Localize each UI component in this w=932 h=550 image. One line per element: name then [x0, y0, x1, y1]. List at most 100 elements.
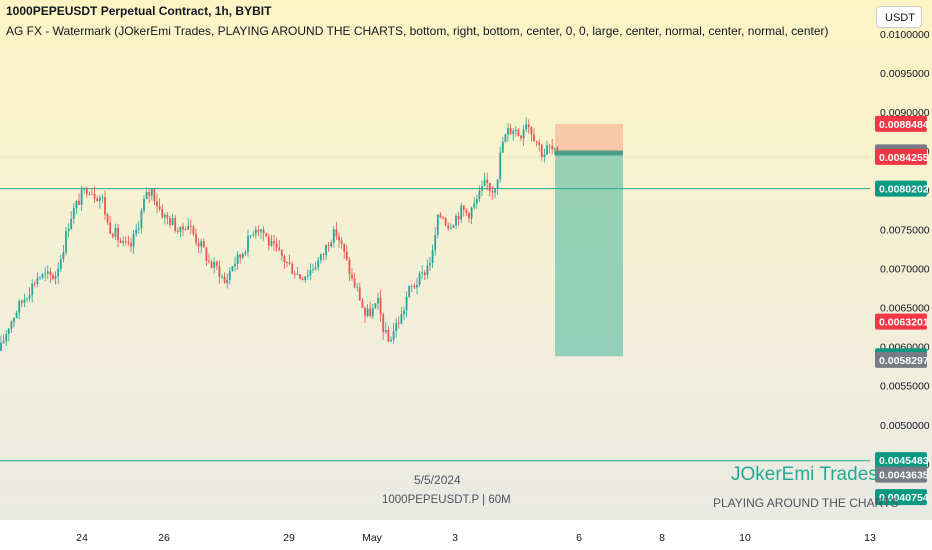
take-profit-zone[interactable]: [555, 152, 623, 357]
candle-body: [148, 192, 151, 196]
candle-body: [382, 314, 385, 333]
candle-body: [111, 233, 114, 237]
candle-body: [392, 330, 395, 340]
candle-body: [405, 296, 408, 311]
price-label-badge: [875, 313, 927, 330]
candle-body: [127, 242, 130, 244]
stop-loss-zone[interactable]: [555, 123, 623, 153]
candle-body: [218, 265, 221, 277]
candle-body: [249, 235, 252, 237]
candle-body: [104, 197, 106, 215]
price-label-badge: [875, 466, 927, 483]
x-tick-label: 13: [864, 532, 876, 544]
candle-body: [286, 262, 288, 263]
candle-body: [304, 276, 307, 280]
candle-body: [54, 276, 57, 280]
candle-body: [124, 241, 127, 243]
candle-body: [330, 242, 333, 247]
indicator-legend[interactable]: AG FX - Watermark (JOkerEmi Trades, PLAY…: [6, 24, 829, 38]
x-tick-label: 29: [283, 532, 295, 544]
candle-body: [62, 252, 65, 260]
candle-body: [67, 229, 70, 232]
candle-body: [410, 286, 413, 287]
x-tick-label: 6: [576, 532, 582, 544]
candle-body: [418, 273, 421, 285]
candle-body: [540, 144, 543, 157]
candle-body: [221, 276, 223, 278]
candle-body: [52, 275, 54, 280]
candle-body: [260, 229, 262, 232]
x-tick-label: 26: [158, 532, 170, 544]
candle-body: [70, 218, 73, 230]
candle-body: [213, 261, 216, 268]
price-label-badge: [875, 148, 927, 165]
time-axis[interactable]: [0, 520, 932, 550]
candle-body: [366, 308, 369, 316]
candle-body: [7, 328, 10, 334]
price-label-text: 0.0080202: [879, 184, 929, 196]
candle-body: [109, 222, 112, 234]
candle-body: [556, 148, 559, 150]
candle-body: [535, 141, 538, 143]
candle-body: [517, 129, 520, 136]
candle-body: [158, 206, 161, 209]
y-tick-label: 0.0065000: [880, 303, 930, 315]
candle-body: [514, 129, 517, 132]
candle-body: [530, 127, 533, 135]
candle-body: [447, 225, 450, 229]
candle-body: [135, 229, 138, 234]
candle-body: [306, 275, 309, 277]
candle-body: [322, 254, 325, 255]
candle-body: [41, 273, 44, 278]
candle-body: [252, 234, 255, 236]
candle-body: [470, 207, 473, 219]
candle-body: [150, 189, 153, 196]
currency-selector[interactable]: USDT: [876, 6, 922, 28]
candle-body: [327, 245, 330, 247]
candle-body: [374, 303, 377, 309]
candle-body: [171, 218, 174, 226]
candle-body: [46, 271, 49, 274]
candle-body: [408, 286, 411, 297]
entry-band[interactable]: [555, 150, 623, 156]
candle-body: [176, 231, 179, 232]
candle-body: [421, 272, 424, 274]
candle-body: [488, 182, 491, 191]
candle-body: [280, 249, 283, 257]
candle-body: [462, 205, 465, 210]
candle-body: [483, 179, 486, 187]
candle-body: [208, 260, 210, 262]
candle-body: [72, 208, 75, 219]
candle-body: [449, 227, 452, 229]
candle-body: [340, 240, 343, 244]
candle-body: [202, 241, 205, 248]
candle-body: [228, 270, 231, 280]
candle-body: [122, 241, 125, 243]
candle-body: [98, 197, 101, 202]
candle-body: [335, 229, 338, 237]
candle-body: [247, 235, 249, 253]
candle-body: [244, 252, 247, 254]
candle-body: [223, 276, 226, 284]
price-label-badge: [875, 351, 927, 368]
candle-body: [10, 321, 13, 329]
candle-body: [390, 339, 392, 342]
candle-body: [512, 131, 515, 135]
candle-body: [65, 231, 67, 253]
candle-body: [397, 323, 400, 324]
candle-body: [197, 242, 200, 247]
candle-body: [423, 272, 426, 276]
watermark-tagline: PLAYING AROUND THE CHARTS: [713, 496, 899, 510]
y-tick-label: 0.0075000: [880, 224, 930, 236]
candle-body: [18, 300, 21, 313]
candle-body: [481, 186, 483, 191]
candle-body: [491, 190, 494, 193]
candle-body: [106, 214, 109, 223]
candle-body: [553, 148, 556, 150]
candle-body: [195, 234, 197, 243]
candle-body: [93, 193, 96, 199]
candle-body: [13, 318, 15, 322]
candle-body: [49, 271, 52, 276]
candle-body: [33, 283, 36, 285]
